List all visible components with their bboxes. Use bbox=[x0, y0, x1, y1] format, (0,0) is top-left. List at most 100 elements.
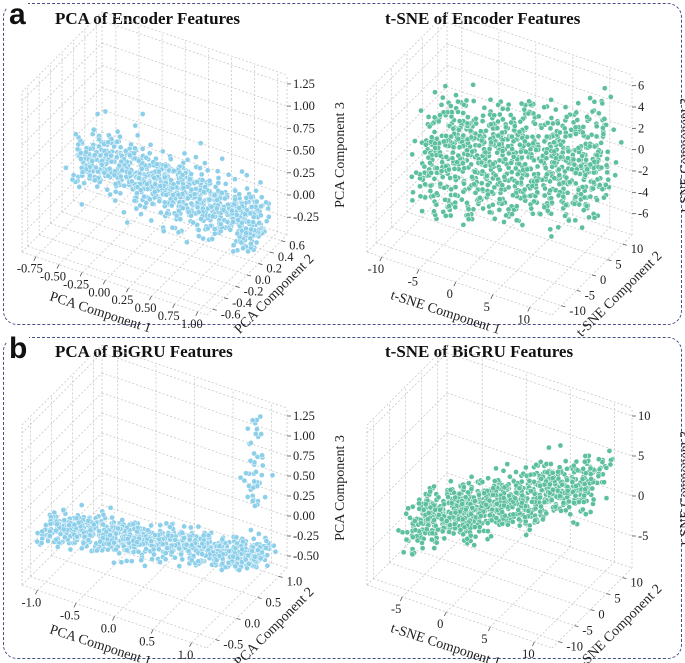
scatter-point bbox=[575, 100, 582, 107]
scatter-point bbox=[428, 170, 435, 176]
y-tick-mark bbox=[215, 639, 220, 641]
z-tick-label: 2 bbox=[638, 121, 644, 135]
scatter-point bbox=[487, 96, 494, 103]
scatter-point bbox=[572, 194, 579, 200]
scatter-point bbox=[488, 533, 494, 540]
scatter-point bbox=[532, 505, 539, 512]
scatter-point bbox=[432, 145, 438, 151]
scatter-point bbox=[83, 149, 89, 156]
scatter-point bbox=[499, 521, 506, 527]
scatter-point bbox=[460, 110, 467, 116]
x-tick-label: -0.5 bbox=[60, 608, 80, 622]
x-tick-mark bbox=[126, 288, 129, 293]
scatter-point bbox=[522, 161, 528, 168]
scatter-point bbox=[510, 192, 516, 199]
z-tick-label: -6 bbox=[638, 207, 648, 221]
scatter-point bbox=[551, 139, 557, 146]
scatter-point bbox=[232, 176, 238, 182]
grid-panes bbox=[366, 11, 633, 316]
scatter-point bbox=[525, 508, 532, 514]
scatter-point bbox=[123, 558, 130, 564]
scatter-point bbox=[252, 431, 259, 437]
scatter-point bbox=[573, 109, 580, 116]
scatter-point bbox=[197, 165, 203, 171]
scatter-point bbox=[426, 123, 433, 130]
scatter-point bbox=[521, 106, 528, 113]
pca-encoder-plot: -0.75-0.50-0.250.000.250.500.751.00-0.6-… bbox=[17, 11, 348, 337]
scatter-point bbox=[535, 113, 542, 120]
scatter-point bbox=[427, 504, 434, 511]
scatter-point bbox=[54, 521, 60, 528]
scatter-point bbox=[421, 163, 428, 170]
scatter-point bbox=[589, 108, 596, 115]
scatter-point bbox=[440, 138, 447, 145]
scatter-point bbox=[89, 158, 96, 164]
scatter-point bbox=[455, 98, 461, 105]
scatter-point bbox=[452, 509, 459, 516]
back-grid-z bbox=[446, 64, 633, 129]
scatter-point bbox=[232, 545, 239, 552]
scatter-point bbox=[580, 124, 587, 130]
y-tick-label: -0.2 bbox=[244, 284, 264, 298]
scatter-point bbox=[463, 97, 470, 104]
z-tick-label: -2 bbox=[638, 164, 648, 178]
scatter-point bbox=[219, 560, 226, 567]
scatter-point bbox=[511, 123, 518, 129]
y-tick-label: 5 bbox=[614, 592, 620, 606]
floor-grid-y bbox=[406, 211, 593, 276]
scatter-point bbox=[448, 133, 455, 140]
scatter-point bbox=[479, 479, 486, 485]
scatter-point bbox=[159, 541, 166, 548]
scatter-point bbox=[177, 216, 184, 223]
scatter-point bbox=[148, 522, 154, 529]
scatter-point bbox=[496, 141, 503, 148]
scatter-point bbox=[513, 203, 520, 210]
scatter-point bbox=[168, 202, 175, 209]
scatter-point bbox=[78, 502, 85, 508]
scatter-point bbox=[152, 181, 159, 188]
scatter-point bbox=[538, 124, 545, 131]
scatter-point bbox=[434, 135, 440, 142]
scatter-point bbox=[574, 117, 581, 123]
scatter-point bbox=[499, 148, 506, 154]
scatter-point bbox=[135, 548, 142, 555]
scatter-point bbox=[501, 173, 508, 180]
scatter-point bbox=[232, 196, 238, 203]
scatter-point bbox=[85, 537, 92, 543]
scatter-point bbox=[87, 527, 94, 534]
scatter-point bbox=[54, 544, 61, 550]
scatter-point bbox=[552, 155, 559, 162]
scatter-point bbox=[141, 193, 147, 200]
x-tick-label: 0.5 bbox=[139, 635, 155, 649]
scatter-point bbox=[239, 168, 245, 175]
scatter-point bbox=[179, 556, 186, 563]
scatter-point bbox=[186, 176, 193, 183]
x-tick-mark bbox=[189, 642, 192, 647]
scatter-point bbox=[460, 160, 466, 167]
scatter-point bbox=[559, 481, 566, 488]
scatter-point bbox=[437, 152, 444, 159]
y-tick-mark bbox=[576, 289, 581, 292]
scatter-point bbox=[551, 175, 558, 182]
scatter-point bbox=[69, 176, 76, 183]
ticks: -1.0-0.50.00.51.0-0.50.00.51.0-0.50-0.25… bbox=[22, 409, 320, 662]
side-grid-z bbox=[366, 150, 448, 231]
x-tick-mark bbox=[379, 256, 383, 262]
scatter-point bbox=[563, 174, 570, 181]
scatter-point bbox=[472, 498, 478, 504]
scatter-point bbox=[163, 520, 170, 527]
scatter-point bbox=[105, 172, 112, 179]
z-tick-label: 6 bbox=[638, 79, 644, 93]
scatter-point bbox=[238, 239, 245, 246]
scatter-point bbox=[102, 108, 109, 115]
scatter-point bbox=[124, 535, 131, 542]
scatter-point bbox=[570, 462, 577, 469]
x-tick-label: 10 bbox=[522, 647, 535, 661]
scatter-point bbox=[513, 217, 520, 224]
scatter-point bbox=[162, 163, 169, 169]
side-grid-z bbox=[21, 472, 103, 554]
scatter-point bbox=[493, 465, 499, 472]
scatter-point bbox=[107, 532, 113, 538]
scatter-point bbox=[214, 197, 221, 203]
scatter-point bbox=[470, 98, 477, 104]
